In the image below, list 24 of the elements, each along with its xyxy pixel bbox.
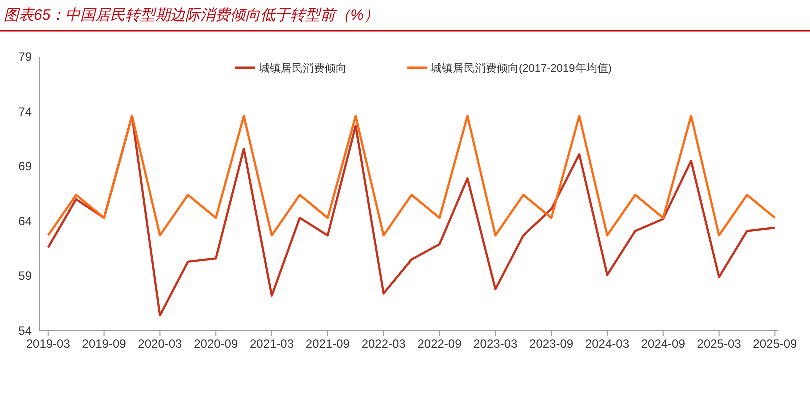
y-tick-label: 54 <box>18 324 32 338</box>
x-tick-label: 2024-09 <box>641 337 686 351</box>
x-tick-label: 2019-03 <box>26 337 71 351</box>
x-tick-label: 2023-09 <box>530 337 574 351</box>
legend-label: 城镇居民消费倾向 <box>258 62 347 75</box>
chart-title: 图表65：中国居民转型期边际消费倾向低于转型前（%） <box>4 7 380 24</box>
x-tick-label: 2025-03 <box>697 337 742 351</box>
y-tick-label: 64 <box>18 214 32 228</box>
x-tick-label: 2019-09 <box>82 337 127 351</box>
x-tick-label: 2025-09 <box>753 337 798 351</box>
line-series <box>47 115 776 237</box>
x-tick-label: 2024-03 <box>585 337 630 351</box>
x-tick-label: 2020-03 <box>138 337 183 351</box>
x-tick-label: 2022-03 <box>362 337 406 351</box>
y-tick-label: 74 <box>18 104 32 119</box>
y-tick-label: 79 <box>18 50 32 64</box>
x-tick-label: 2021-03 <box>250 337 294 351</box>
legend-label: 城镇居民消费倾向(2017-2019年均值) <box>430 62 612 75</box>
x-tick-label: 2021-09 <box>306 337 350 351</box>
y-tick-label: 69 <box>18 160 32 174</box>
x-tick-label: 2022-09 <box>418 337 462 351</box>
y-tick-label: 59 <box>18 269 32 284</box>
x-tick-label: 2020-09 <box>194 337 238 351</box>
x-tick-label: 2023-03 <box>474 337 518 351</box>
